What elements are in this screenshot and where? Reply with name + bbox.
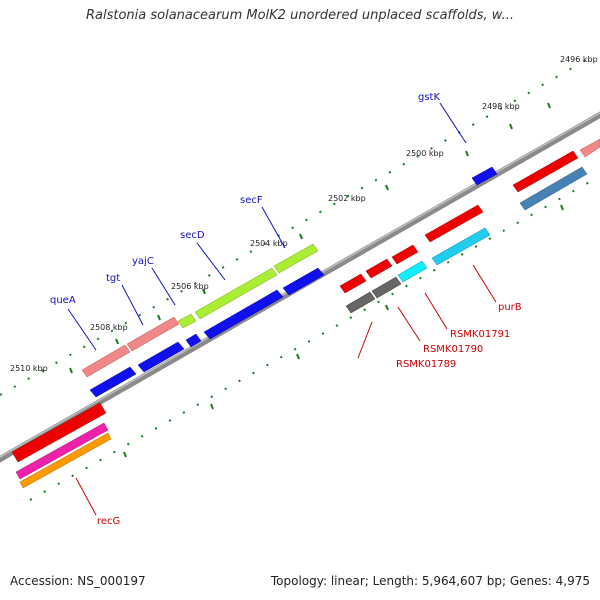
tick-label: 2510 kbp (10, 364, 48, 373)
gene-label-secD[interactable]: secD (180, 230, 205, 241)
gene-arrow-red[interactable] (339, 273, 367, 294)
label-leaders (67, 102, 497, 516)
gene-arrow-red[interactable] (391, 244, 419, 265)
scale-track-lower (29, 175, 600, 501)
tick-label: 2500 kbp (406, 149, 444, 158)
gene-label-purB[interactable]: purB (498, 302, 522, 313)
genome-summary-text: Topology: linear; Length: 5,964,607 bp; … (270, 574, 590, 588)
gene-arrow-RSMK01789[interactable] (345, 291, 376, 314)
gene-arrow-pink[interactable] (579, 138, 600, 158)
gene-arrow-tgt[interactable] (126, 316, 180, 352)
gene-arrow-red[interactable] (424, 204, 484, 243)
gene-arrow-recG[interactable] (11, 402, 107, 463)
gene-label-secF[interactable]: secF (240, 195, 263, 206)
gene-arrow-blue[interactable] (282, 267, 325, 296)
reverse-features (339, 138, 600, 314)
tick-label: 2508 kbp (90, 323, 128, 332)
gene-label-yajC[interactable]: yajC (132, 256, 154, 267)
gene-arrow-queA[interactable] (81, 344, 131, 378)
gene-arrow-blue[interactable] (89, 366, 137, 398)
gene-label-queA[interactable]: queA (50, 295, 76, 306)
forward-features (81, 166, 498, 398)
tick-label: 2504 kbp (250, 239, 288, 248)
gene-arrow-recG-orange[interactable] (19, 432, 112, 489)
major-ticks (69, 102, 564, 458)
tick-label: 2496 kbp (560, 55, 598, 64)
gene-arrow-blue[interactable] (137, 341, 185, 373)
gene-arrow-RSMK01791[interactable] (397, 260, 428, 283)
gene-labels: queA tgt yajC secD secF gstK RSMK01789 R… (50, 92, 522, 527)
gene-arrow-purB[interactable] (431, 227, 491, 266)
map-title: Ralstonia solanacearum MolK2 unordered u… (85, 8, 514, 23)
gene-arrow-RSMK01790[interactable] (371, 276, 402, 299)
gene-label-gstK[interactable]: gstK (418, 92, 440, 103)
gene-label-RSMK01789[interactable]: RSMK01789 (396, 359, 456, 370)
gene-arrow-blue[interactable] (185, 333, 202, 348)
gene-label-recG[interactable]: recG (97, 516, 120, 527)
gene-label-RSMK01790[interactable]: RSMK01790 (423, 344, 483, 355)
gene-arrow-secF[interactable] (273, 243, 319, 274)
gene-arrow-secD[interactable] (194, 267, 278, 320)
accession-text: Accession: NS_000197 (10, 574, 146, 588)
gene-arrow-yajC[interactable] (177, 313, 197, 329)
gene-arrow-recG-magenta[interactable] (15, 422, 109, 480)
tick-label: 2498 kbp (482, 102, 520, 111)
gene-arrow-blue[interactable] (203, 289, 284, 340)
tick-label: 2502 kbp (328, 194, 366, 203)
gene-label-RSMK01791[interactable]: RSMK01791 (450, 329, 510, 340)
scale-labels: 2510 kbp 2508 kbp 2506 kbp 2504 kbp 2502… (10, 55, 598, 373)
recG-cluster (11, 402, 112, 489)
gene-label-tgt[interactable]: tgt (106, 273, 120, 284)
gene-arrow-red[interactable] (512, 150, 579, 193)
gene-arrow-red[interactable] (365, 258, 393, 279)
tick-label: 2506 kbp (171, 282, 209, 291)
gene-arrow-steelblue[interactable] (519, 166, 588, 211)
gene-arrow-gstK[interactable] (471, 166, 498, 186)
